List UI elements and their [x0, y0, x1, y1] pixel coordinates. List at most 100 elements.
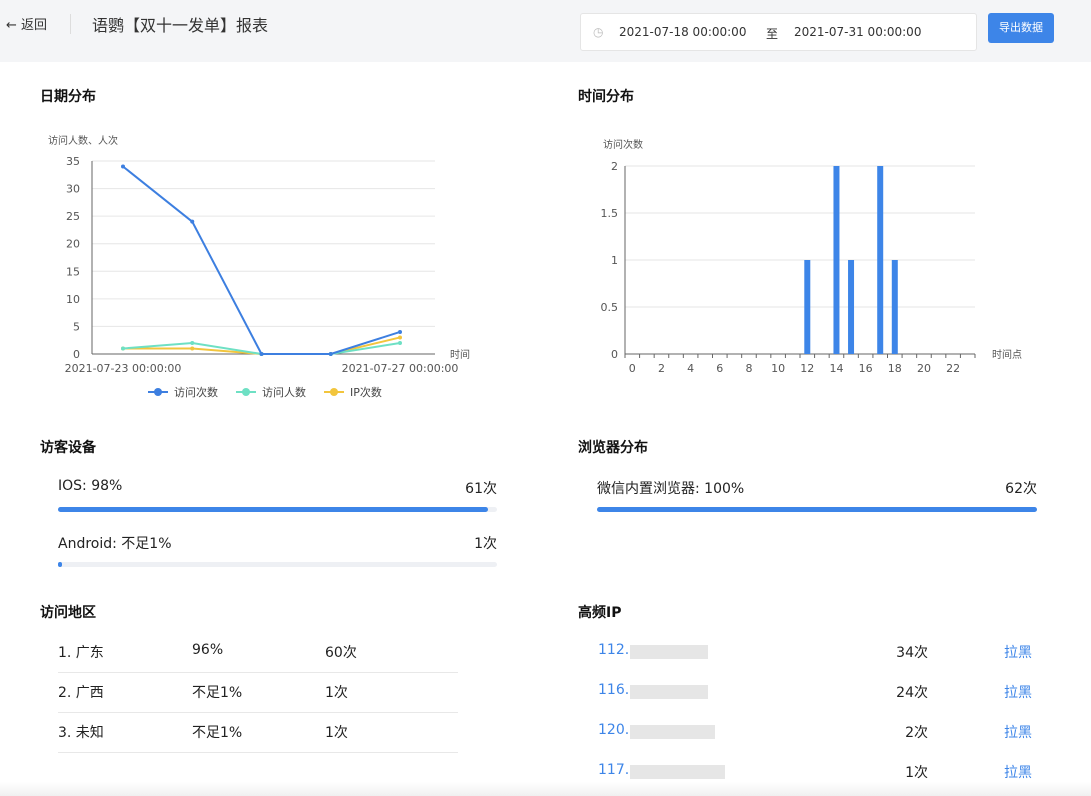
data-point	[398, 340, 402, 345]
bar	[877, 166, 884, 354]
data-point	[328, 352, 333, 356]
data-point	[190, 219, 195, 224]
legend-label: IP次数	[350, 385, 382, 399]
y-tick-label: 25	[66, 210, 80, 223]
row-divider	[58, 752, 458, 753]
y-axis-label: 访问人数、人次	[48, 134, 118, 147]
clock-icon: ◷	[593, 25, 604, 39]
export-button[interactable]: 导出数据	[988, 13, 1054, 43]
divider	[70, 14, 71, 34]
device-progress-fill	[58, 562, 63, 567]
data-point	[398, 335, 402, 340]
blacklist-button[interactable]: 拉黑	[1004, 765, 1032, 781]
x-tick-label: 16	[859, 362, 873, 375]
ips-title: 高频IP	[578, 605, 622, 621]
date-range-picker[interactable]: ◷ 2021-07-18 00:00:00 至 2021-07-31 00:00…	[580, 13, 977, 51]
ip-address[interactable]: 120.	[598, 722, 630, 738]
region-percent: 不足1%	[192, 685, 243, 701]
y-tick-label: 0.5	[601, 301, 619, 314]
bar	[833, 166, 840, 354]
x-tick-label: 2	[658, 362, 665, 375]
data-point	[190, 346, 195, 351]
x-tick-label: 14	[829, 362, 843, 375]
data-point	[190, 340, 195, 345]
y-axis-label: 访问次数	[603, 138, 643, 151]
blacklist-button[interactable]: 拉黑	[1004, 685, 1032, 701]
y-tick-label: 1.5	[601, 207, 619, 220]
masked-ip	[630, 685, 708, 699]
time-distribution-title: 时间分布	[578, 89, 634, 105]
browser-progress-track	[597, 507, 1037, 512]
bar	[891, 260, 898, 354]
device-label: IOS: 98%	[58, 478, 123, 494]
ip-count: 1次	[905, 765, 928, 781]
ip-count: 24次	[896, 685, 928, 701]
blacklist-button[interactable]: 拉黑	[1004, 645, 1032, 661]
legend-marker	[330, 388, 338, 396]
browser-progress-fill	[597, 507, 1037, 512]
region-count: 60次	[325, 645, 357, 661]
row-divider	[58, 672, 458, 673]
browser-label: 微信内置浏览器: 100%	[597, 481, 745, 497]
x-tick-label: 2021-07-27 00:00:00	[342, 362, 459, 375]
ip-address[interactable]: 117.	[598, 762, 630, 778]
x-tick-label: 4	[687, 362, 694, 375]
device-count: 1次	[474, 536, 497, 552]
ip-count: 34次	[896, 645, 928, 661]
page-title: 语鹦【双十一发单】报表	[92, 16, 269, 35]
ip-address[interactable]: 112.	[598, 642, 630, 658]
masked-ip	[630, 765, 725, 779]
legend-label: 访问次数	[174, 385, 218, 399]
legend-marker	[154, 388, 162, 396]
masked-ip	[630, 645, 708, 659]
devices-title: 访客设备	[40, 440, 96, 456]
legend-label: 访问人数	[262, 386, 306, 399]
ip-address[interactable]: 116.	[598, 682, 630, 698]
bar	[804, 260, 811, 354]
x-tick-label: 12	[800, 362, 814, 375]
back-button[interactable]: ← 返回	[6, 18, 48, 33]
data-point	[121, 164, 125, 169]
date-start[interactable]: 2021-07-18 00:00:00	[619, 25, 747, 39]
y-tick-label: 0	[611, 348, 618, 361]
series-line	[122, 165, 401, 355]
region-name: 3. 未知	[58, 725, 104, 741]
y-tick-label: 30	[66, 183, 80, 196]
y-tick-label: 35	[66, 155, 80, 168]
y-tick-label: 5	[73, 320, 80, 333]
y-tick-label: 20	[66, 238, 80, 251]
region-count: 1次	[325, 725, 348, 741]
bar	[848, 260, 855, 354]
data-point	[398, 329, 402, 334]
region-name: 1. 广东	[58, 645, 104, 661]
x-tick-label: 20	[917, 362, 931, 375]
device-progress-track	[58, 507, 497, 512]
y-tick-label: 1	[611, 254, 618, 267]
time-bar-chart: 访问次数 0 0.5 1 1.5 2 时间点 0 2 4 6 8 10 12 14 16 18 20 22	[601, 138, 1023, 375]
region-count: 1次	[325, 685, 348, 701]
blacklist-button[interactable]: 拉黑	[1004, 725, 1032, 741]
device-count: 61次	[465, 481, 497, 497]
x-axis-label: 时间点	[992, 348, 1022, 361]
masked-ip	[630, 725, 715, 739]
date-separator: 至	[766, 27, 779, 41]
legend-marker	[242, 388, 250, 396]
x-axis-label: 时间	[450, 348, 470, 361]
device-progress-track	[58, 562, 497, 567]
date-end[interactable]: 2021-07-31 00:00:00	[794, 25, 922, 39]
x-tick-label: 22	[946, 362, 960, 375]
x-tick-label: 0	[629, 362, 636, 375]
y-tick-label: 15	[66, 265, 80, 278]
x-tick-label: 2021-07-23 00:00:00	[65, 362, 182, 375]
device-progress-fill	[58, 507, 489, 512]
y-tick-label: 10	[66, 293, 80, 306]
date-line-chart: 访问人数、人次 0 5 10 15 20 25 30 35 时间 2021-07-23 00:00:…	[48, 134, 470, 399]
row-divider	[58, 712, 458, 713]
x-tick-label: 6	[716, 362, 723, 375]
y-tick-label: 2	[611, 160, 618, 173]
x-tick-label: 18	[888, 362, 902, 375]
device-label: Android: 不足1%	[58, 536, 172, 552]
date-distribution-title: 日期分布	[40, 89, 96, 105]
data-point	[259, 352, 264, 356]
region-name: 2. 广西	[58, 685, 104, 701]
